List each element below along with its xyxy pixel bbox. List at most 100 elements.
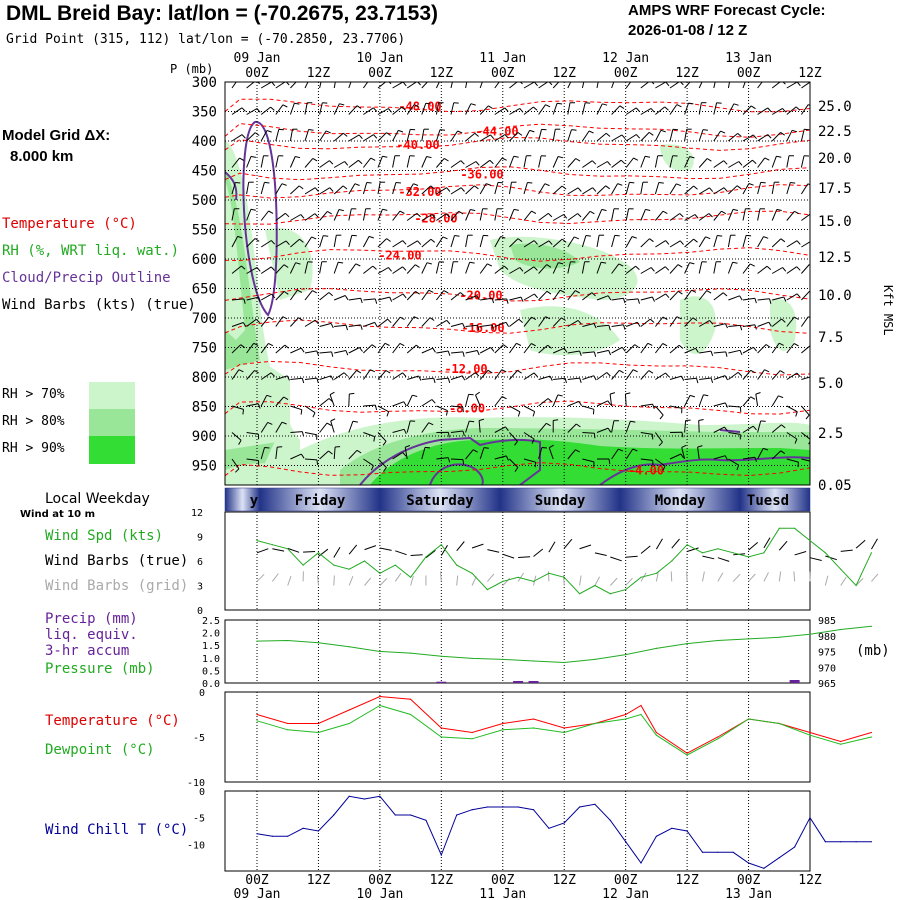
wind-barb bbox=[319, 450, 329, 460]
windchill-series-point bbox=[317, 830, 319, 832]
wind-barb bbox=[260, 210, 269, 221]
wind-barb-flag bbox=[399, 210, 405, 214]
wind-barb-flag bbox=[760, 181, 766, 184]
weekday-cell bbox=[739, 487, 811, 512]
wind-barb-flag bbox=[691, 289, 697, 293]
wind-barb-grid bbox=[686, 571, 688, 582]
wind-barb bbox=[654, 155, 659, 168]
wind-barb bbox=[406, 394, 413, 407]
pressure-tick-label: 900 bbox=[192, 429, 217, 445]
hour-tick-label: 12Z bbox=[798, 66, 822, 81]
wind-barb bbox=[684, 377, 697, 380]
wind-barb bbox=[771, 450, 782, 460]
hour-tick-label-bottom: 12Z bbox=[552, 873, 576, 888]
isotherm-label: -8.00 bbox=[449, 402, 485, 416]
dewpoint-series-point bbox=[471, 738, 473, 740]
wind-barb bbox=[231, 134, 243, 142]
wind-barb bbox=[625, 421, 631, 433]
wind-barb-flag bbox=[605, 132, 611, 137]
wind-barb bbox=[582, 210, 591, 221]
wind-barb bbox=[728, 161, 740, 168]
wind-barb bbox=[625, 369, 634, 380]
pressure-series-point bbox=[502, 658, 504, 661]
wind-barb bbox=[246, 403, 259, 407]
dewpoint-series-point bbox=[410, 713, 412, 716]
legend-wind-barbs: Wind Barbs (kts) (true) bbox=[2, 297, 196, 313]
wind-barb-flag bbox=[478, 418, 485, 422]
wind-speed-series-point bbox=[394, 564, 396, 566]
wind-barb-flag bbox=[430, 185, 435, 190]
wind-barb-flag bbox=[256, 267, 261, 272]
wind-barb bbox=[771, 132, 781, 142]
temp-ytick: -10 bbox=[187, 778, 205, 789]
wind-barb-flag bbox=[474, 132, 479, 137]
pressure-tick-label: 800 bbox=[192, 370, 217, 386]
wind-barb-flag bbox=[327, 210, 332, 215]
wind-barb-flag bbox=[665, 372, 670, 378]
wind-barb-flag bbox=[697, 445, 703, 448]
wind-barb bbox=[348, 393, 350, 407]
wind-barb bbox=[334, 324, 347, 327]
dewpoint-series-point bbox=[317, 731, 319, 734]
wind-barb bbox=[421, 156, 428, 168]
kft-tick-label: 15.0 bbox=[818, 214, 852, 230]
wind-barb bbox=[669, 213, 680, 221]
wind-barb-flag bbox=[356, 449, 362, 454]
wind-barb bbox=[801, 213, 810, 221]
date-tick-label-bottom: 11 Jan bbox=[479, 887, 526, 900]
precip-ytick: 2.5 bbox=[202, 616, 220, 627]
wind-barb bbox=[348, 421, 354, 433]
lower-axes: 0 3 6 9 12 0.0 0.51.0 1.52.0 2.5 965 970 975 980 985 -… bbox=[187, 508, 836, 851]
wind-barb-10m bbox=[625, 555, 638, 558]
wind-speed-series-point bbox=[870, 552, 873, 554]
wind-barb bbox=[771, 238, 782, 248]
wind-barb bbox=[333, 209, 340, 221]
wind-barb-grid bbox=[440, 571, 442, 582]
wind-barb bbox=[669, 129, 674, 142]
pressure-tick-label: 950 bbox=[192, 459, 217, 475]
wind-barb-flag bbox=[763, 236, 769, 239]
wind-barb bbox=[625, 344, 636, 354]
wind-barb bbox=[611, 369, 620, 380]
wind-barb bbox=[465, 262, 471, 274]
legend-cloud-outline: Cloud/Precip Outline bbox=[2, 270, 171, 286]
wind-barb-flag bbox=[703, 394, 709, 397]
wind-barb-10m bbox=[702, 555, 715, 560]
wind-barb bbox=[640, 370, 650, 380]
wind-barb-flag bbox=[386, 132, 391, 136]
pressure-tick-label: 700 bbox=[192, 311, 217, 327]
wind-barb bbox=[275, 291, 285, 301]
wind-speed-series-point bbox=[579, 593, 581, 595]
wind-barb bbox=[509, 238, 519, 248]
wind-barb-flag bbox=[238, 440, 242, 445]
pressure-series-point bbox=[379, 650, 381, 653]
hour-tick-label-bottom: 00Z bbox=[614, 873, 638, 888]
wind-barb-flag bbox=[630, 420, 636, 423]
wind-barb-flag bbox=[618, 263, 624, 267]
windchill-series-point bbox=[809, 817, 811, 819]
wind-barb-flag bbox=[608, 458, 611, 465]
wind-barb bbox=[348, 449, 358, 460]
wind-barb bbox=[552, 156, 559, 168]
wind-barb-flag bbox=[676, 316, 682, 320]
wind-barb-flag bbox=[737, 372, 743, 377]
wind-barb bbox=[450, 187, 462, 195]
wind-barb-flag bbox=[709, 320, 714, 325]
windchill-series-point bbox=[363, 798, 366, 800]
wind-barb bbox=[392, 130, 399, 142]
wind-barb-10m bbox=[548, 541, 556, 553]
pressure-series-point bbox=[840, 628, 842, 631]
wind-barb-flag bbox=[812, 241, 815, 245]
wind-barb-flag bbox=[629, 181, 635, 184]
wind-barb-flag bbox=[593, 323, 597, 329]
wind-barb bbox=[363, 157, 372, 168]
wind-barb-flag bbox=[506, 298, 509, 304]
wind-barb-flag bbox=[796, 266, 801, 271]
wind-barb-flag bbox=[557, 394, 563, 397]
wind-barb bbox=[421, 317, 431, 327]
wind-barb bbox=[713, 210, 722, 221]
wind-barb bbox=[450, 458, 464, 461]
isotherm-label: -48.00 bbox=[398, 100, 441, 114]
wind-barb bbox=[596, 161, 608, 168]
wind-barb-flag bbox=[708, 213, 713, 218]
